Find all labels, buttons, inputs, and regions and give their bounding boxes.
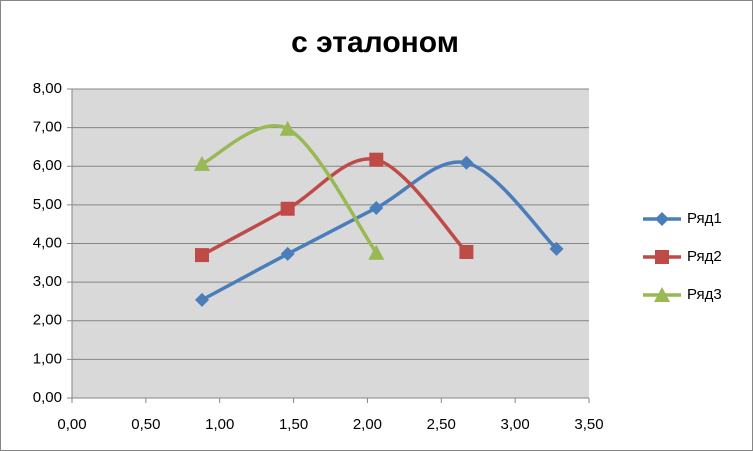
data-point (369, 200, 384, 215)
data-point (459, 155, 474, 170)
y-tick-label: 7,00 (33, 119, 62, 136)
data-point (368, 244, 385, 260)
y-tick-label: 3,00 (33, 273, 62, 290)
legend-label: Ряд3 (687, 286, 722, 303)
data-point (549, 241, 564, 256)
x-tick-label: 0,00 (57, 416, 86, 433)
y-tick-label: 0,00 (33, 389, 62, 406)
y-tick-label: 4,00 (33, 234, 62, 251)
x-tick-label: 1,00 (205, 416, 234, 433)
x-tick-label: 1,50 (279, 416, 308, 433)
legend-marker (655, 212, 669, 226)
series-line (201, 157, 468, 257)
x-tick-label: 2,50 (427, 416, 456, 433)
legend-marker (655, 250, 669, 264)
legend-marker (654, 287, 670, 302)
data-point (279, 120, 296, 136)
data-point (194, 292, 209, 307)
x-tick-label: 3,50 (574, 416, 603, 433)
data-point (369, 152, 384, 167)
legend-label: Ряд2 (687, 248, 722, 265)
legend-label: Ряд1 (687, 210, 722, 227)
x-tick-label: 0,50 (131, 416, 160, 433)
data-point (280, 246, 295, 261)
x-tick-label: 3,00 (501, 416, 530, 433)
data-point (194, 248, 209, 263)
y-tick-label: 8,00 (33, 80, 62, 97)
y-tick-label: 6,00 (33, 157, 62, 174)
chart-title: с эталоном (291, 26, 459, 59)
data-point (193, 155, 210, 171)
x-tick-label: 2,00 (353, 416, 382, 433)
data-point (459, 244, 474, 259)
y-tick-label: 5,00 (33, 196, 62, 213)
y-tick-label: 2,00 (33, 312, 62, 329)
data-point (280, 201, 295, 216)
y-tick-label: 1,00 (33, 350, 62, 367)
